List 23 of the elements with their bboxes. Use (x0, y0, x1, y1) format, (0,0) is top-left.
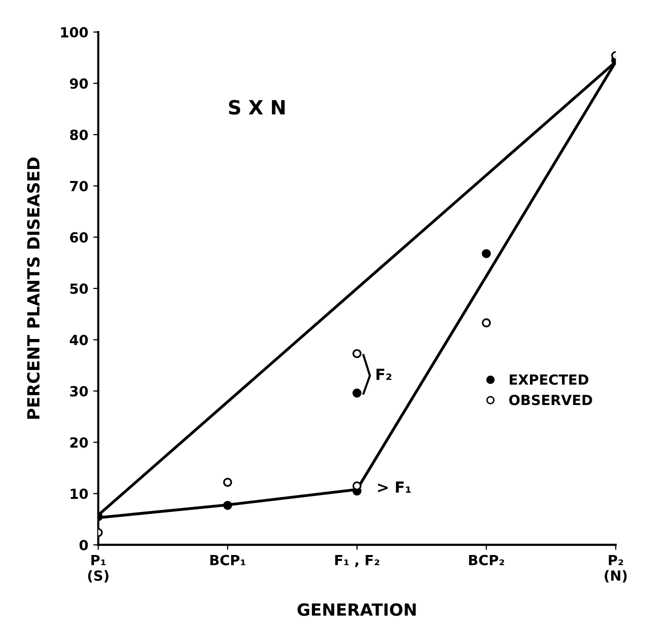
x-axis-title: GENERATION (298, 603, 416, 616)
y-tick-label: 0 (80, 540, 88, 550)
y-tick-label: 30 (70, 386, 88, 396)
annotation: F₂ (376, 368, 392, 380)
x-tick-label: BCP₂ (469, 554, 504, 566)
legend-label: EXPECTED (510, 374, 588, 385)
y-tick-label: 10 (70, 488, 88, 500)
y-tick-label: 50 (70, 283, 88, 294)
x-tick-label: P₂ (N) (604, 555, 627, 583)
annotation: S X N (229, 100, 285, 115)
annotation: > F₁ (378, 482, 411, 493)
legend-label: OBSERVED (509, 394, 592, 406)
y-tick-label: 20 (70, 437, 88, 448)
x-tick-label: F₁ , F₂ (335, 555, 380, 568)
y-tick-label: 90 (70, 78, 88, 89)
y-tick-label: 70 (70, 180, 88, 192)
y-tick-label: 80 (70, 130, 88, 140)
y-tick-label: 100 (61, 27, 88, 38)
y-tick-label: 40 (70, 334, 88, 346)
y-axis-title: PERCENT PLANTS DISEASED (27, 158, 40, 419)
x-tick-label: P₁ (S) (88, 555, 108, 583)
y-tick-label: 60 (70, 232, 88, 243)
x-tick-label: BCP₁ (210, 554, 246, 566)
